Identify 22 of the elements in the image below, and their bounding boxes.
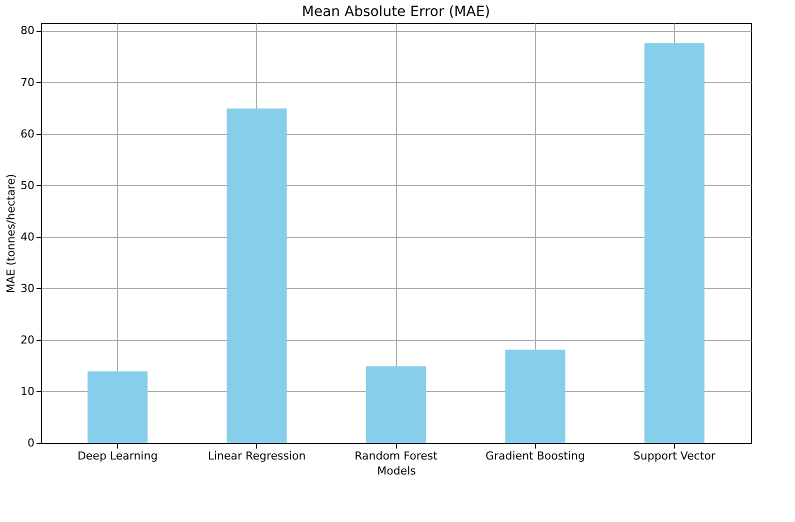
x-tick-label: Gradient Boosting [485,450,585,462]
y-tick-label: 30 [20,282,34,295]
y-tick-label: 0 [28,436,34,450]
y-tick-label: 50 [20,178,34,192]
x-tick-label: Support Vector [633,450,716,462]
y-tick-label: 10 [20,384,34,398]
y-tick-label: 70 [20,76,34,89]
x-axis-title: Models [377,464,416,478]
y-tick-label: 20 [20,333,34,346]
y-tick-label: 60 [20,127,34,140]
chart-title: Mean Absolute Error (MAE) [302,4,490,20]
bar [366,366,426,443]
x-tick-label: Deep Learning [77,450,158,462]
bar [88,371,148,443]
bar [644,43,704,443]
bar [226,108,287,443]
y-axis-title: MAE (tonnes/hectare) [4,174,18,294]
bar [505,350,566,443]
y-tick-label: 80 [20,24,34,38]
x-tick-label: Linear Regression [208,450,306,462]
x-tick-label: Random Forest [354,450,438,462]
y-tick-label: 40 [20,230,34,244]
